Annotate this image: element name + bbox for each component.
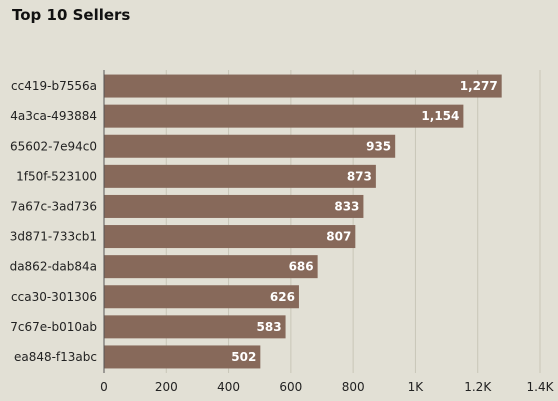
bar (104, 164, 376, 188)
bar-value-label: 1,277 (460, 79, 498, 93)
category-label: cc419-b7556a (11, 79, 97, 93)
category-label: 1f50f-523100 (16, 169, 97, 183)
category-label: 3d871-733cb1 (10, 230, 97, 244)
bar (104, 194, 364, 218)
chart-title: Top 10 Sellers (12, 6, 131, 24)
category-label: ea848-f13abc (14, 350, 97, 364)
category-labels: cc419-b7556a 4a3ca-493884 65602-7e94c0 1f50… (10, 79, 97, 364)
x-tick-label: 1K (408, 380, 425, 394)
bar (104, 345, 261, 369)
bar (104, 285, 299, 309)
bar (104, 104, 464, 128)
x-tick-label: 0 (100, 380, 108, 394)
bar-value-label: 807 (326, 230, 351, 244)
category-label: 65602-7e94c0 (10, 139, 97, 153)
category-label: cca30-301306 (11, 290, 97, 304)
bar (104, 134, 396, 158)
bar (104, 225, 356, 249)
category-label: 7c67e-b010ab (10, 320, 97, 334)
category-label: 7a67c-3ad736 (10, 199, 97, 213)
x-tick-label: 600 (279, 380, 302, 394)
x-tick-label: 1.2K (464, 380, 492, 394)
bar-value-label: 686 (289, 260, 314, 274)
bar-value-label: 502 (231, 350, 256, 364)
bar-value-label: 935 (366, 139, 391, 153)
bar-value-label: 583 (257, 320, 282, 334)
category-label: 4a3ca-493884 (10, 109, 97, 123)
bar-value-label: 873 (347, 169, 372, 183)
x-axis-ticks: 0 200 400 600 800 1K 1.2K 1.4K (100, 380, 554, 394)
x-tick-label: 1.4K (527, 380, 555, 394)
x-tick-label: 800 (342, 380, 365, 394)
x-tick-label: 400 (217, 380, 240, 394)
bar-value-label: 626 (270, 290, 295, 304)
x-tick-label: 200 (155, 380, 178, 394)
bar-value-label: 833 (334, 199, 359, 213)
bars: 1,277 1,154 935 873 833 807 686 626 583 502 (104, 74, 502, 369)
bar (104, 315, 286, 339)
bar (104, 74, 502, 98)
bar-value-label: 1,154 (421, 109, 459, 123)
category-label: da862-dab84a (10, 260, 97, 274)
bar (104, 255, 318, 279)
